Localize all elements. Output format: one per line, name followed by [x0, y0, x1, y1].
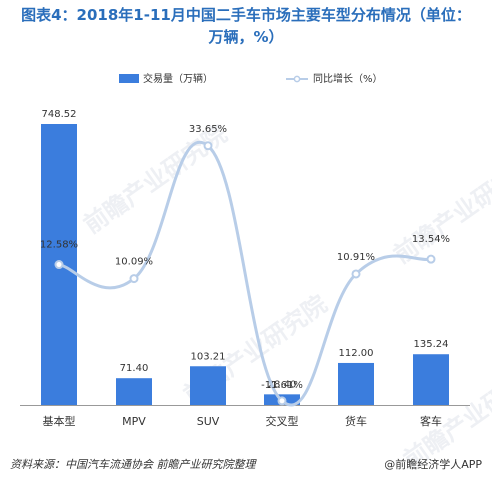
growth-point-3 [277, 396, 287, 406]
bar-value-label-3: 28.40 [268, 379, 297, 390]
growth-label-4: 10.91% [337, 252, 375, 263]
bar-value-label-2: 103.21 [191, 351, 226, 362]
brand-credit: @前瞻经济学人APP [384, 458, 482, 471]
bar-value-label-5: 135.24 [414, 339, 449, 350]
legend-line-marker [293, 75, 301, 83]
growth-line [58, 140, 432, 407]
growth-label-1: 10.09% [115, 257, 153, 268]
bar-value-label-0: 748.52 [42, 109, 77, 120]
bar-1 [116, 378, 152, 405]
chart-title-line1: 图表4：2018年1-11月中国二手车市场主要车型分布情况（单位： [21, 6, 471, 24]
x-tick-label-3: 交叉型 [266, 414, 299, 428]
footer: 资料来源：中国汽车流通协会 前瞻产业研究院整理 @前瞻经济学人APP [10, 456, 482, 474]
growth-point-0 [54, 260, 64, 270]
x-tick-label-0: 基本型 [43, 414, 76, 428]
x-tick-label-4: 货车 [345, 414, 367, 428]
bar-4 [338, 362, 374, 405]
growth-label-3: -11.61% [261, 380, 303, 391]
bar-value-label-4: 112.00 [339, 348, 374, 359]
growth-label-2: 33.65% [189, 124, 227, 135]
growth-point-1 [129, 274, 139, 284]
growth-point-2 [203, 141, 213, 151]
source-note: 资料来源：中国汽车流通协会 前瞻产业研究院整理 [10, 458, 256, 471]
growth-point-4 [351, 269, 361, 279]
growth-point-5 [426, 254, 436, 264]
legend-bar-label: 交易量（万辆） [143, 72, 213, 85]
bar-5 [413, 354, 449, 405]
chart-title-line2: 万辆，%） [208, 28, 284, 46]
growth-label-5: 13.54% [412, 234, 450, 245]
x-tick-label-2: SUV [197, 415, 220, 428]
legend-line-label: 同比增长（%） [313, 72, 383, 85]
bar-value-label-1: 71.40 [120, 363, 149, 374]
x-tick-label-1: MPV [122, 415, 146, 428]
legend-bar-swatch [119, 74, 139, 83]
x-tick-label-5: 客车 [420, 414, 442, 428]
bar-2 [190, 366, 226, 405]
growth-label-0: 12.58% [40, 240, 78, 251]
chart-title: 图表4：2018年1-11月中国二手车市场主要车型分布情况（单位： 万辆，%） [0, 4, 492, 48]
